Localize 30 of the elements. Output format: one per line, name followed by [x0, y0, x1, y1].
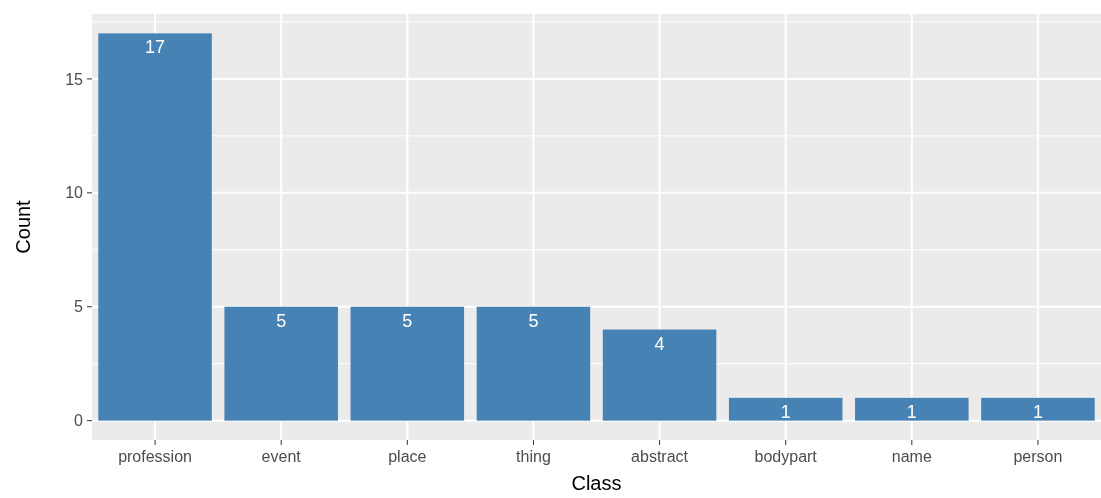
bar — [98, 33, 212, 421]
data-label: 1 — [780, 401, 791, 422]
data-label: 5 — [402, 310, 413, 331]
y-tick-label: 10 — [65, 184, 84, 202]
x-tick-label: abstract — [631, 448, 689, 465]
x-tick-label: name — [891, 448, 932, 465]
x-tick-label: profession — [118, 448, 192, 465]
bar — [981, 397, 1095, 421]
data-label: 5 — [528, 310, 539, 331]
x-tick-label: person — [1013, 448, 1063, 465]
x-axis-title: Class — [571, 472, 622, 494]
x-tick-label: event — [261, 448, 302, 465]
bar — [350, 306, 465, 421]
data-label: 1 — [1032, 401, 1043, 422]
data-label: 4 — [654, 333, 665, 354]
bar — [728, 397, 843, 421]
y-axis-title: Count — [12, 199, 34, 254]
x-tick-label: place — [388, 448, 427, 465]
y-tick-label: 15 — [65, 70, 84, 88]
bar — [602, 329, 717, 421]
bar — [476, 306, 591, 421]
bar — [224, 306, 338, 421]
y-tick-label: 0 — [74, 412, 84, 430]
bar — [855, 397, 969, 421]
data-label: 5 — [276, 310, 287, 331]
y-tick-label: 5 — [74, 298, 84, 316]
x-tick-label: bodypart — [754, 448, 818, 465]
data-label: 1 — [906, 401, 917, 422]
data-label: 17 — [145, 37, 166, 58]
x-tick-label: thing — [516, 448, 551, 465]
